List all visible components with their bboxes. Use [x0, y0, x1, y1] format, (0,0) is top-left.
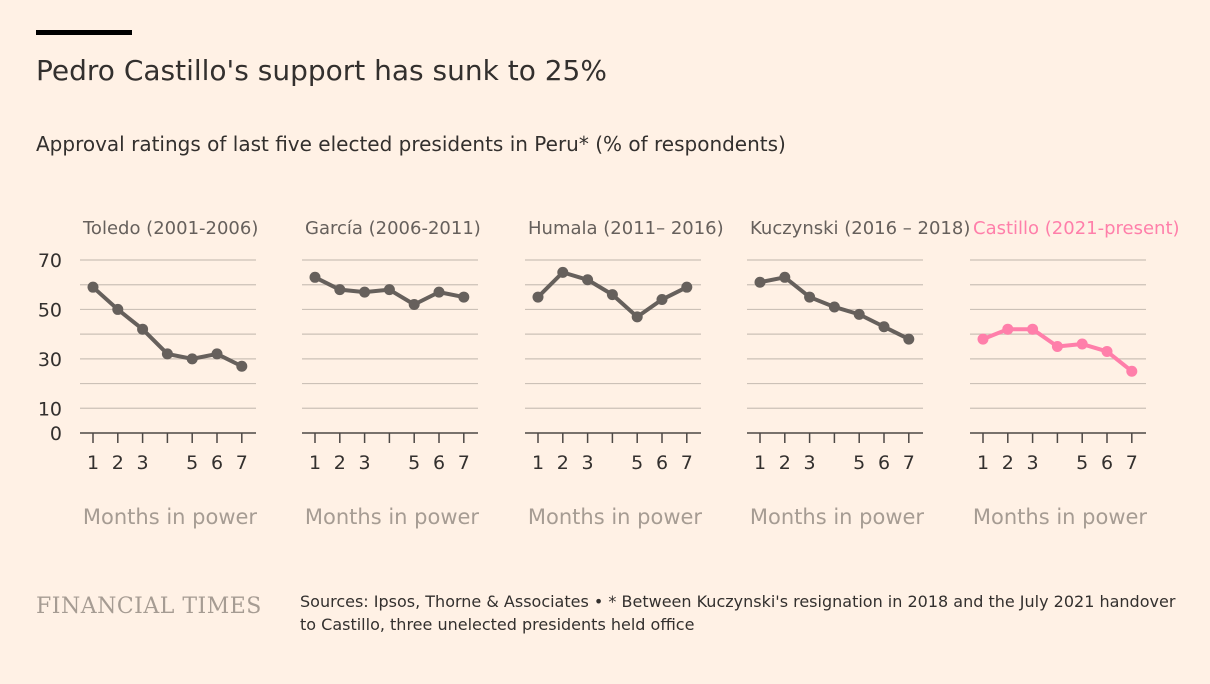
x-tick-label: 1: [754, 452, 766, 474]
data-point: [631, 311, 643, 323]
x-tick-label: 3: [1027, 452, 1039, 474]
data-point: [359, 286, 371, 298]
y-tick-label: 50: [38, 299, 62, 321]
x-axis-label: Months in power: [973, 505, 1148, 529]
x-tick-label: 6: [1101, 452, 1113, 474]
data-point: [878, 321, 890, 333]
x-tick-label: 5: [853, 452, 865, 474]
x-tick-label: 7: [458, 452, 470, 474]
x-tick-label: 5: [186, 452, 198, 474]
data-point: [383, 284, 395, 296]
data-point: [779, 271, 791, 283]
ft-logo: FINANCIAL TIMES: [36, 594, 262, 619]
data-point: [112, 303, 124, 315]
data-point: [1101, 345, 1113, 357]
top-rule: [36, 30, 132, 35]
x-tick-label: 5: [1076, 452, 1088, 474]
x-tick-label: 2: [557, 452, 569, 474]
x-tick-label: 2: [779, 452, 791, 474]
x-tick-label: 7: [681, 452, 693, 474]
data-point: [557, 266, 569, 278]
x-tick-label: 3: [137, 452, 149, 474]
x-tick-label: 2: [334, 452, 346, 474]
x-axis-label: Months in power: [750, 505, 925, 529]
data-point: [137, 323, 149, 335]
data-point: [309, 271, 321, 283]
data-point: [681, 281, 693, 293]
x-tick-label: 6: [433, 452, 445, 474]
x-tick-label: 1: [532, 452, 544, 474]
x-tick-label: 3: [804, 452, 816, 474]
x-tick-label: 5: [631, 452, 643, 474]
x-tick-label: 6: [211, 452, 223, 474]
data-point: [1051, 341, 1063, 352]
panel-title: Kuczynski (2016 – 2018): [750, 218, 970, 239]
x-tick-label: 6: [656, 452, 668, 474]
data-point: [977, 333, 989, 345]
data-point: [828, 301, 840, 313]
x-tick-label: 3: [359, 452, 371, 474]
data-point: [656, 294, 668, 306]
data-point: [236, 360, 248, 372]
data-point: [853, 308, 865, 320]
y-tick-label: 30: [38, 349, 62, 371]
x-tick-label: 2: [112, 452, 124, 474]
data-point: [186, 353, 198, 365]
data-point: [1076, 338, 1088, 350]
x-tick-label: 2: [1002, 452, 1014, 474]
x-axis-label: Months in power: [83, 505, 258, 529]
x-tick-label: 1: [309, 452, 321, 474]
data-point: [1027, 323, 1039, 335]
source-note: Sources: Ipsos, Thorne & Associates • * …: [300, 592, 1176, 634]
chart-subtitle: Approval ratings of last five elected pr…: [36, 132, 786, 156]
x-tick-label: 7: [236, 452, 248, 474]
data-point: [433, 286, 445, 298]
x-tick-label: 7: [903, 452, 915, 474]
data-point: [606, 289, 618, 301]
data-point: [532, 291, 544, 303]
data-point: [161, 348, 173, 360]
x-tick-label: 1: [87, 452, 99, 474]
data-point: [582, 274, 594, 286]
data-point: [754, 276, 766, 288]
y-tick-label: 10: [38, 398, 62, 420]
chart-title: Pedro Castillo's support has sunk to 25%: [36, 54, 607, 87]
panel-title: Toledo (2001-2006): [82, 218, 258, 239]
y-tick-label: 0: [50, 423, 62, 445]
data-point: [1126, 365, 1138, 377]
x-axis-label: Months in power: [305, 505, 480, 529]
panel-title: García (2006-2011): [305, 218, 481, 239]
data-point: [903, 333, 915, 345]
panel-title: Castillo (2021-present): [973, 218, 1180, 239]
x-tick-label: 7: [1126, 452, 1138, 474]
x-tick-label: 5: [408, 452, 420, 474]
x-axis-label: Months in power: [528, 505, 703, 529]
data-point: [211, 348, 223, 360]
y-tick-label: 70: [38, 250, 62, 272]
x-tick-label: 6: [878, 452, 890, 474]
data-point: [87, 281, 99, 293]
x-tick-label: 3: [582, 452, 594, 474]
data-point: [1002, 323, 1014, 335]
data-point: [458, 291, 470, 303]
data-point: [804, 291, 816, 303]
panel-title: Humala (2011– 2016): [528, 218, 724, 239]
x-tick-label: 1: [977, 452, 989, 474]
data-point: [408, 298, 420, 310]
data-point: [334, 284, 346, 296]
